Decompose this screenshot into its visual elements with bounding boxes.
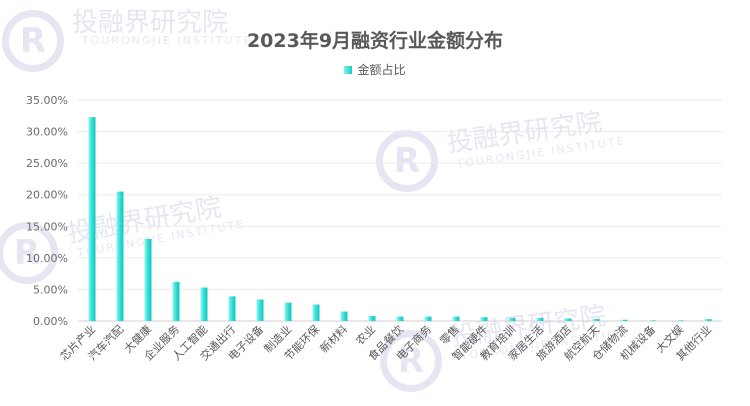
bar	[592, 319, 600, 321]
bar	[256, 299, 264, 321]
chart-title: 2023年9月融资行业金额分布	[246, 30, 504, 52]
y-tick-label: 5.00%	[33, 283, 68, 296]
x-tick-label: 新材料	[317, 322, 350, 355]
bar	[88, 117, 96, 321]
bar	[116, 191, 124, 321]
legend: 金额占比	[0, 61, 750, 78]
bar	[200, 287, 208, 321]
y-tick-label: 20.00%	[26, 189, 68, 202]
bar	[284, 302, 292, 321]
bar	[480, 317, 488, 321]
bar	[648, 320, 656, 322]
bar	[564, 318, 572, 321]
legend-label: 金额占比	[357, 63, 406, 77]
bar	[368, 315, 376, 321]
bar	[536, 317, 544, 321]
bar	[340, 311, 348, 321]
bar	[228, 296, 236, 321]
y-tick-label: 25.00%	[26, 157, 68, 170]
bar	[312, 304, 320, 321]
bar	[508, 317, 516, 321]
bar	[452, 316, 460, 321]
y-tick-label: 15.00%	[26, 220, 68, 233]
bar	[424, 316, 432, 321]
x-tick-label: 农业	[353, 322, 378, 347]
y-tick-label: 10.00%	[26, 252, 68, 265]
bar	[704, 319, 712, 321]
bar	[144, 238, 152, 321]
bar	[396, 316, 404, 321]
legend-swatch	[344, 65, 353, 74]
bar	[620, 319, 628, 321]
bar	[172, 281, 180, 321]
y-tick-label: 0.00%	[33, 315, 68, 328]
y-tick-label: 35.00%	[26, 94, 68, 107]
x-tick-label: 零售	[437, 322, 462, 347]
y-tick-label: 30.00%	[26, 126, 68, 139]
bar	[676, 320, 684, 322]
